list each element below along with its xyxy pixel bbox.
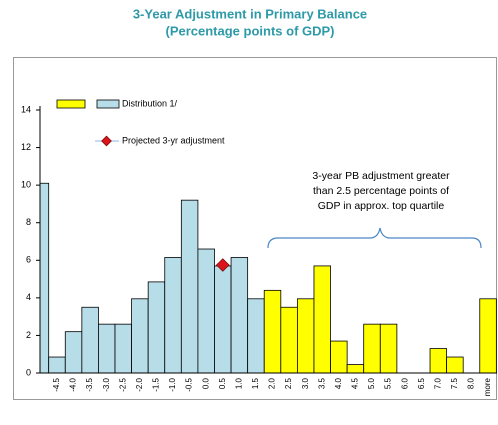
y-tick-label: 14 [21, 104, 31, 114]
bar [214, 265, 232, 374]
bar [446, 356, 464, 374]
x-tick-label: 6.5 [417, 377, 426, 389]
x-tick-label: -3.5 [85, 377, 94, 391]
x-tick-label: 5.5 [384, 377, 393, 389]
x-tick-label: -0.5 [185, 377, 194, 391]
bar [296, 298, 315, 374]
legend-swatch [56, 99, 86, 109]
bar [180, 199, 199, 374]
bar [147, 281, 166, 374]
annotation: GDP in approx. top quartile [318, 200, 445, 212]
marker [215, 258, 230, 272]
x-tick-label: 8.0 [467, 377, 476, 389]
x-tick-label: 2.0 [268, 377, 277, 389]
x-tick-label: -2.0 [135, 377, 144, 391]
legend-swatch [96, 99, 120, 109]
x-tick-label: -1.0 [168, 377, 177, 391]
y-tick-label: 0 [26, 367, 31, 377]
y-tick-label: 12 [21, 142, 31, 152]
x-tick-label: -4.5 [52, 377, 61, 391]
x-tick-label: 5.0 [367, 377, 376, 389]
bar [429, 348, 448, 374]
x-tick-label: 7.5 [450, 377, 459, 389]
bar [48, 356, 66, 374]
x-tick-label: 0.5 [218, 377, 227, 389]
annotation: than 2.5 percentage points of [313, 185, 449, 197]
y-tick-label: 10 [21, 180, 31, 190]
bar [64, 331, 83, 374]
x-tick-label: 2.5 [284, 377, 293, 389]
bar [247, 298, 265, 374]
bar [114, 323, 132, 374]
bar [263, 289, 282, 374]
x-tick-label: 0.0 [201, 377, 210, 389]
bar [164, 257, 182, 374]
x-tick-label: 4.0 [334, 377, 343, 389]
bar [81, 306, 99, 374]
y-tick-label: 8 [26, 217, 31, 227]
bar [363, 323, 381, 374]
legend-label: Distribution 1/ [122, 98, 178, 108]
bar [330, 340, 348, 374]
plot-area [40, 182, 497, 374]
bar [479, 298, 497, 374]
bar [131, 298, 149, 374]
x-tick-label: 7.0 [433, 377, 442, 389]
bar [230, 257, 249, 374]
x-tick-label: 1.0 [234, 377, 243, 389]
legend-label: Projected 3-yr adjustment [122, 135, 225, 145]
x-tick-label: -4.0 [69, 377, 78, 391]
y-tick-label: 6 [26, 255, 31, 265]
bar [313, 265, 331, 374]
bar [197, 248, 215, 374]
x-tick-label: 4.5 [351, 377, 360, 389]
bar [346, 364, 365, 374]
x-tick-label: 1.5 [251, 377, 260, 389]
legend-marker [101, 135, 112, 147]
y-tick-label: 4 [26, 292, 31, 302]
bar [379, 323, 398, 374]
chart-frame [13, 57, 497, 400]
x-tick-label: more [483, 377, 492, 396]
annotation: 3-year PB adjustment greater [312, 170, 450, 182]
chart-title: 3-Year Adjustment in Primary Balance [133, 6, 367, 21]
chart-subtitle: (Percentage points of GDP) [165, 23, 334, 38]
x-tick-label: -2.5 [118, 377, 127, 391]
bar [280, 306, 298, 374]
x-tick-label: 6.0 [400, 377, 409, 389]
x-tick-label: -3.0 [102, 377, 111, 391]
x-tick-label: -1.5 [152, 377, 161, 391]
bar [98, 323, 116, 374]
x-tick-label: 3.5 [317, 377, 326, 389]
annotation-brace [267, 227, 482, 249]
y-tick-label: 2 [26, 330, 31, 340]
x-tick-label: 3.0 [301, 377, 310, 389]
